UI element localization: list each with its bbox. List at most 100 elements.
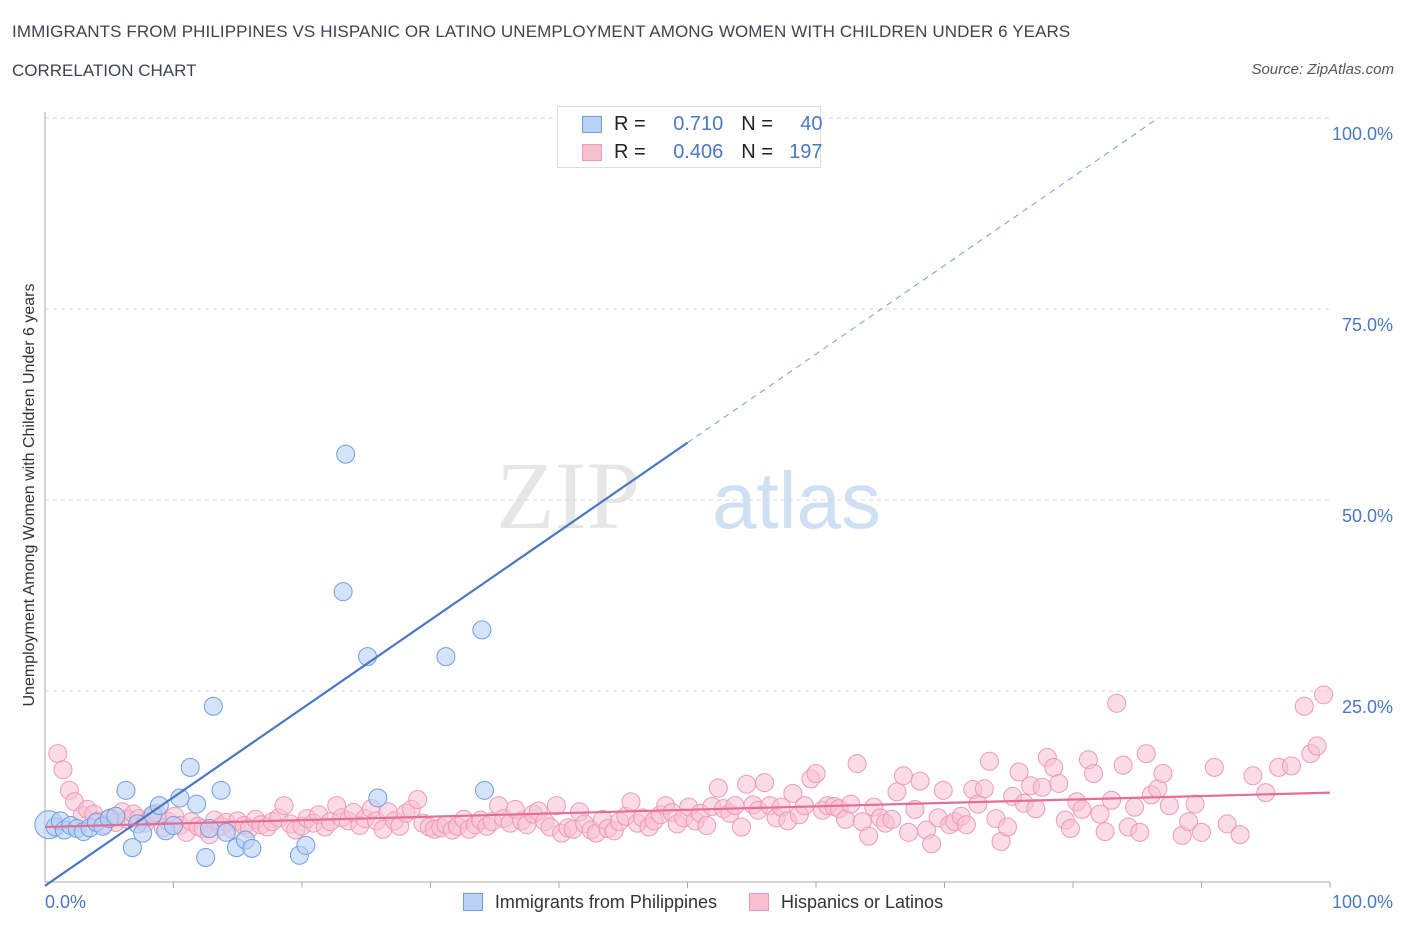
point-hispanics (956, 815, 976, 835)
n-label: N = (741, 112, 773, 135)
point-philippines (180, 757, 200, 777)
point-philippines (216, 822, 236, 842)
point-hispanics (1009, 762, 1029, 782)
point-hispanics (1084, 764, 1104, 784)
point-philippines (133, 823, 153, 843)
point-hispanics (910, 771, 930, 791)
legend-label-philippines: Immigrants from Philippines (494, 891, 717, 912)
legend-item-philippines[interactable]: Immigrants from Philippines (462, 891, 717, 913)
legend-swatch-hispanics (748, 893, 769, 911)
point-hispanics (1032, 777, 1052, 797)
point-philippines (368, 788, 388, 808)
point-hispanics (1217, 814, 1237, 834)
point-hispanics (1044, 757, 1064, 777)
point-hispanics (847, 754, 867, 774)
point-hispanics (697, 815, 717, 835)
point-philippines (296, 835, 316, 855)
point-philippines (196, 848, 216, 868)
chart-subtitle: CORRELATION CHART (12, 61, 197, 80)
n-value: 197 (789, 140, 823, 163)
legend-label-hispanics: Hispanics or Latinos (780, 891, 944, 912)
point-hispanics (1130, 822, 1150, 842)
point-hispanics (1307, 736, 1327, 756)
r-label: R = (614, 112, 646, 135)
y-tick-label: 75.0% (1342, 315, 1393, 335)
n-label: N = (741, 140, 773, 163)
point-hispanics (1294, 696, 1314, 716)
y-axis-label: Unemployment Among Women with Children U… (21, 283, 38, 707)
point-hispanics (1113, 755, 1133, 775)
trendline-philippines-extension (687, 118, 1157, 444)
point-hispanics (1314, 685, 1334, 705)
point-hispanics (997, 817, 1017, 837)
point-hispanics (1060, 819, 1080, 839)
point-hispanics (731, 817, 751, 837)
point-hispanics (274, 796, 294, 816)
point-hispanics (783, 783, 803, 803)
trendline-hispanics (44, 791, 1331, 829)
point-hispanics (1125, 797, 1145, 817)
point-hispanics (933, 780, 953, 800)
x-tick-label-max: 100.0% (1332, 892, 1393, 912)
point-hispanics (893, 766, 913, 786)
point-hispanics (1049, 773, 1069, 793)
trendline-philippines (44, 441, 689, 887)
point-hispanics (1256, 783, 1276, 803)
y-tick-label: 50.0% (1342, 506, 1393, 526)
point-hispanics (974, 779, 994, 799)
point-hispanics (1072, 799, 1092, 819)
n-value: 40 (800, 112, 823, 135)
point-hispanics (1281, 756, 1301, 776)
stats-legend-row-hispanics: R = 0.406 N = 197 (582, 139, 823, 165)
point-hispanics (1107, 693, 1127, 713)
x-tick-label-min: 0.0% (45, 892, 86, 912)
point-philippines (116, 780, 136, 800)
point-hispanics (1026, 799, 1046, 819)
point-philippines (242, 838, 262, 858)
point-philippines (187, 794, 207, 814)
watermark-atlas: atlas (712, 456, 881, 545)
point-hispanics (899, 822, 919, 842)
point-philippines (472, 620, 492, 640)
r-value: 0.406 (673, 140, 724, 163)
point-philippines (164, 815, 183, 835)
source-note: Source: ZipAtlas.com (1251, 61, 1394, 78)
point-hispanics (1243, 766, 1263, 786)
point-hispanics (882, 809, 902, 829)
point-hispanics (755, 773, 775, 793)
point-hispanics (725, 796, 745, 816)
point-hispanics (621, 792, 641, 812)
point-hispanics (887, 782, 907, 802)
point-hispanics (806, 764, 826, 784)
point-hispanics (737, 774, 757, 794)
legend-item-hispanics[interactable]: Hispanics or Latinos (748, 891, 944, 913)
point-hispanics (859, 826, 879, 846)
legend-swatch-philippines (462, 893, 483, 911)
stats-legend: R = 0.710 N = 40 R = 0.406 N = 197 (557, 106, 823, 168)
point-hispanics (1090, 804, 1110, 824)
r-value: 0.710 (673, 112, 724, 135)
point-philippines (122, 838, 142, 858)
point-philippines (333, 582, 353, 602)
point-philippines (106, 806, 126, 826)
chart-title: IMMIGRANTS FROM PHILIPPINES VS HISPANIC … (12, 22, 1071, 41)
point-hispanics (1204, 757, 1224, 777)
y-tick-label: 100.0% (1332, 124, 1393, 144)
point-hispanics (546, 796, 566, 816)
point-hispanics (1192, 822, 1211, 842)
point-hispanics (1095, 822, 1115, 842)
point-hispanics (841, 794, 861, 814)
series-legend: Immigrants from Philippines Hispanics or… (0, 889, 1406, 915)
point-hispanics (1179, 812, 1199, 832)
point-hispanics (979, 751, 999, 771)
point-hispanics (408, 789, 428, 809)
stats-legend-row-philippines: R = 0.710 N = 40 (582, 111, 823, 137)
y-tick-label: 25.0% (1342, 697, 1393, 717)
point-philippines (436, 647, 456, 667)
watermark-zip: ZIP (496, 442, 640, 549)
point-philippines (474, 780, 494, 800)
point-hispanics (1153, 764, 1173, 784)
point-hispanics (708, 778, 728, 798)
point-hispanics (1230, 825, 1250, 845)
swatch-hispanics (582, 143, 602, 161)
